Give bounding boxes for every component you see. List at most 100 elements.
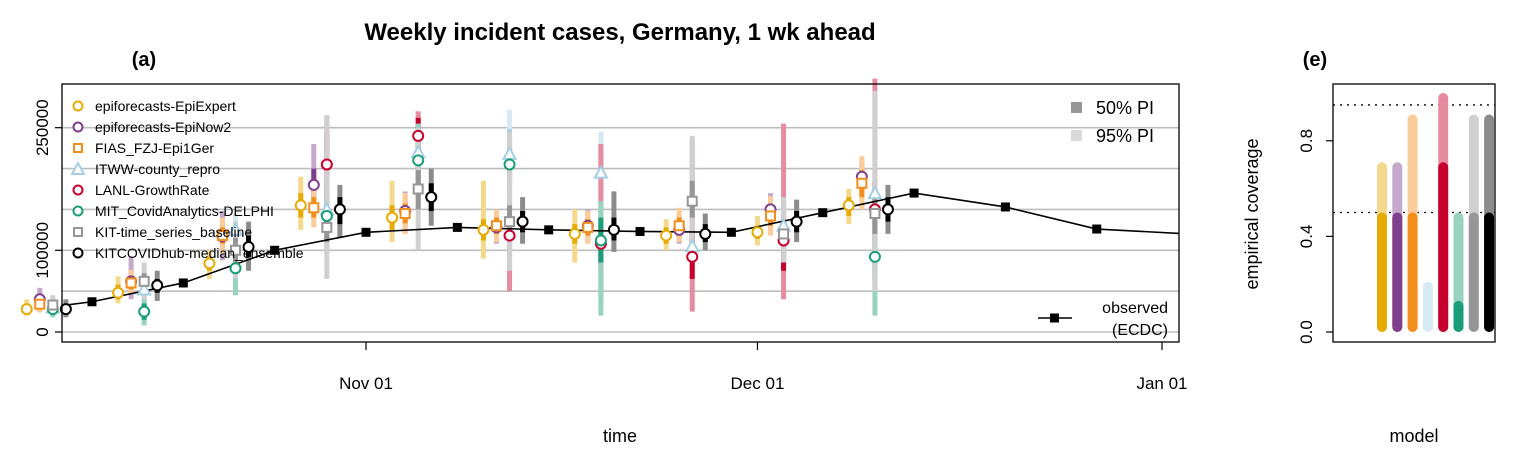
forecast-point	[869, 208, 881, 219]
forecast-point	[320, 209, 333, 222]
x-tick-label: Nov 01	[339, 374, 393, 393]
forecast-point	[412, 183, 424, 195]
x-tick-label: Jan 01	[1136, 374, 1187, 393]
forecast-point	[138, 305, 151, 318]
coverage-x-axis-label: model	[1389, 426, 1438, 446]
coverage-bars	[1377, 93, 1495, 332]
coverage-bar-50	[1484, 212, 1495, 332]
legend-label: MIT_CovidAnalytics-DELPHI	[95, 203, 274, 219]
observed-legend-marker	[1050, 313, 1059, 323]
forecast-points	[20, 129, 894, 318]
forecast-point	[504, 216, 516, 228]
coverage-bar-50	[1438, 162, 1449, 332]
y-tick-label: 250000	[33, 99, 52, 156]
forecast-point	[684, 238, 700, 253]
forecast-point	[516, 215, 529, 228]
coverage-bar-50	[1407, 212, 1418, 332]
panel-e-label: (e)	[1303, 49, 1327, 71]
observed-point	[635, 226, 645, 236]
forecast-point	[138, 275, 150, 287]
forecast-point	[412, 154, 425, 167]
legend-label: ITWW-county_repro	[95, 161, 220, 177]
forecast-point	[503, 158, 516, 171]
forecast-point	[867, 184, 883, 200]
forecast-point	[503, 229, 516, 242]
panel-e-plot: 0.0 0.4 0.8 empirical coverage model	[1242, 83, 1496, 446]
forecast-point	[425, 191, 438, 204]
forecast-point	[399, 208, 411, 219]
legend-label: FIAS_FZJ-Epi1Ger	[95, 140, 214, 156]
observed-point	[909, 188, 919, 198]
coverage-y-tick-label: 0.0	[1297, 320, 1316, 344]
forecast-point	[881, 203, 894, 216]
forecast-point	[490, 220, 502, 232]
forecast-point	[765, 210, 777, 222]
coverage-bar-95	[1422, 281, 1433, 332]
forecast-point	[112, 286, 125, 299]
legend-marker	[70, 160, 86, 175]
observed-point	[1000, 202, 1010, 212]
pi-legend-50-label: 50% PI	[1096, 98, 1154, 118]
forecast-point	[842, 199, 855, 212]
legend-label: KITCOVIDhub-median_ensemble	[95, 245, 304, 261]
forecast-point	[686, 250, 699, 263]
forecast-point	[216, 230, 228, 242]
legend-marker	[73, 143, 83, 153]
forecast-point	[868, 250, 881, 263]
legend-marker	[73, 227, 83, 237]
forecast-point	[778, 228, 790, 240]
forecast-point	[477, 223, 490, 236]
forecast-point	[227, 221, 244, 236]
observed-point	[726, 227, 736, 237]
observed-point	[544, 225, 554, 235]
forecast-point	[412, 129, 425, 142]
forecast-point	[593, 164, 609, 179]
forecast-point	[59, 303, 72, 316]
x-tick-label: Dec 01	[731, 374, 785, 393]
forecast-point	[229, 262, 242, 275]
forecast-point	[856, 177, 868, 189]
coverage-y-axis: 0.0 0.4 0.8	[1297, 129, 1333, 344]
forecast-point	[660, 229, 673, 242]
forecast-point	[151, 279, 164, 292]
forecast-point	[594, 234, 607, 247]
panel-a-label: (a)	[132, 49, 156, 71]
legend-marker	[72, 121, 84, 133]
observed-legend-label: observed	[1102, 300, 1168, 317]
coverage-y-tick-label: 0.8	[1297, 129, 1316, 153]
observed-point	[270, 245, 280, 255]
forecast-point	[673, 220, 685, 232]
forecast-point	[321, 221, 333, 233]
forecast-point	[125, 277, 137, 289]
forecast-point	[568, 227, 581, 240]
observed-clip	[62, 188, 1193, 307]
coverage-bar-50	[1377, 212, 1387, 332]
legend-label: LANL-GrowthRate	[95, 182, 210, 198]
forecast-point	[320, 158, 333, 171]
x-axis: Nov 01 Dec 01 Jan 01	[339, 342, 1188, 393]
plot-frame	[61, 83, 1180, 343]
legend-label: epiforecasts-EpiExpert	[95, 98, 236, 114]
y-tick-label: 100000	[33, 222, 52, 279]
forecast-point	[47, 299, 59, 311]
legend-label: epiforecasts-EpiNow2	[95, 119, 231, 135]
observed-legend-label-2: (ECDC)	[1112, 322, 1168, 339]
coverage-y-axis-label: empirical coverage	[1242, 138, 1262, 289]
observed-legend: observed (ECDC)	[1038, 300, 1168, 339]
legend-label: KIT-time_series_baseline	[95, 224, 252, 240]
observed-series	[62, 188, 1193, 307]
observed-point	[361, 227, 371, 237]
observed-point	[1184, 229, 1193, 238]
forecast-point	[582, 221, 594, 233]
coverage-bar-50	[1468, 212, 1479, 332]
forecast-point	[20, 303, 33, 316]
pi-legend-50-swatch	[1071, 102, 1082, 113]
coverage-bar-50	[1453, 300, 1464, 332]
forecast-point	[136, 281, 152, 296]
panel-a-plot: 0 100000 250000 Nov 01 Dec 01 Jan 01 time ep…	[20, 78, 1193, 446]
model-legend: epiforecasts-EpiExpert epiforecasts-EpiNo…	[70, 98, 304, 261]
y-tick-label: 0	[33, 327, 52, 336]
legend-marker	[72, 205, 84, 217]
forecast-point	[230, 244, 242, 256]
forecast-point	[751, 226, 764, 239]
